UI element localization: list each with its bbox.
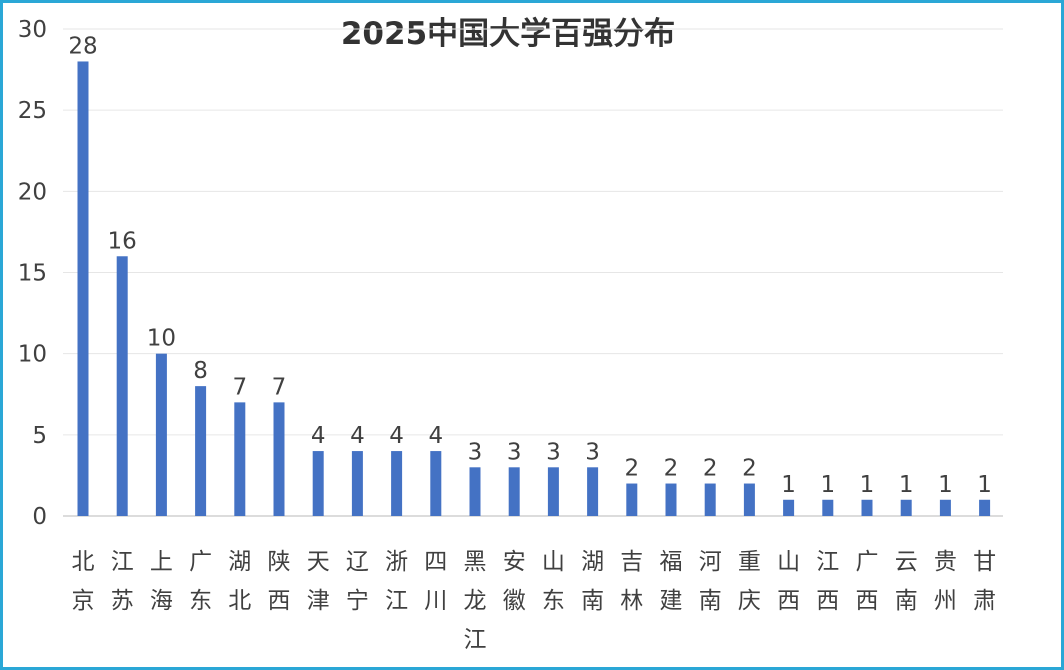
category-label-22: 贵州 [934,549,957,614]
category-label-17: 重庆 [738,549,761,614]
category-label-3: 广东 [189,549,212,614]
category-label-13: 湖南 [581,549,604,614]
bar-11 [508,467,520,516]
y-tick-label: 25 [18,98,47,124]
data-label-16: 2 [703,456,718,482]
data-label-0: 28 [68,33,97,59]
bar-2 [155,353,167,516]
category-label-12: 山东 [542,549,565,614]
data-label-9: 4 [428,423,443,449]
category-label-0: 北京 [72,549,95,614]
bar-1 [116,256,128,516]
data-label-7: 4 [350,423,365,449]
y-tick-label: 15 [18,261,47,287]
data-label-20: 1 [860,472,875,498]
data-label-6: 4 [311,423,326,449]
bar-12 [547,467,559,516]
data-label-18: 1 [781,472,796,498]
data-label-5: 7 [272,374,287,400]
category-label-19: 江西 [816,549,839,614]
data-label-2: 10 [147,326,176,352]
category-label-16: 河南 [699,549,722,614]
data-label-4: 7 [232,374,247,400]
category-label-7: 辽宁 [346,549,369,614]
category-label-4: 湖北 [228,549,251,614]
category-label-2: 上海 [150,549,173,614]
y-axis-ticks: 0 5 10 15 20 25 30 [18,17,47,530]
bar-8 [391,451,403,516]
bar-0 [77,61,89,516]
bar-6 [312,451,324,516]
data-label-22: 1 [938,472,953,498]
y-tick-label: 10 [18,342,47,368]
chart-title: 2025中国大学百强分布 [341,16,675,52]
y-tick-label: 0 [32,504,47,530]
bar-16 [704,483,716,516]
category-label-11: 安徽 [503,549,526,614]
y-tick-label: 20 [18,179,47,205]
gridlines [63,28,1003,517]
bar-15 [665,483,677,516]
data-label-10: 3 [468,439,483,465]
bar-3 [195,386,207,516]
bar-13 [587,467,599,516]
bar-4 [234,402,246,516]
category-label-15: 福建 [660,549,683,614]
bar-21 [900,499,912,516]
category-label-10: 黑龙江 [464,549,487,653]
category-label-8: 浙江 [385,549,408,614]
data-label-21: 1 [899,472,914,498]
category-labels: 北京江苏上海广东湖北陕西天津辽宁浙江四川黑龙江安徽山东湖南吉林福建河南重庆山西江… [72,549,997,653]
category-label-18: 山西 [777,549,800,614]
category-label-5: 陕西 [268,549,291,614]
bars [77,61,991,516]
category-label-6: 天津 [307,549,330,614]
data-label-17: 2 [742,456,757,482]
bar-22 [939,499,951,516]
data-label-8: 4 [389,423,404,449]
category-label-9: 四川 [424,549,447,614]
category-label-23: 甘肃 [973,549,996,614]
y-tick-label: 30 [18,17,47,43]
bar-18 [783,499,795,516]
data-label-23: 1 [977,472,992,498]
data-label-11: 3 [507,439,522,465]
y-tick-label: 5 [32,423,47,449]
category-label-14: 吉林 [620,549,643,614]
data-label-13: 3 [585,439,600,465]
bar-5 [273,402,285,516]
bar-9 [430,451,442,516]
bar-14 [626,483,638,516]
data-label-1: 16 [108,228,137,254]
bar-23 [979,499,991,516]
data-label-19: 1 [820,472,835,498]
data-label-14: 2 [624,456,639,482]
bar-19 [822,499,834,516]
bar-7 [351,451,363,516]
category-label-1: 江苏 [111,549,134,614]
bar-20 [861,499,873,516]
category-label-20: 广西 [856,549,879,614]
bar-10 [469,467,481,516]
data-label-12: 3 [546,439,561,465]
bar-17 [743,483,755,516]
category-label-21: 云南 [895,549,918,614]
data-label-3: 8 [193,358,208,384]
data-label-15: 2 [664,456,679,482]
